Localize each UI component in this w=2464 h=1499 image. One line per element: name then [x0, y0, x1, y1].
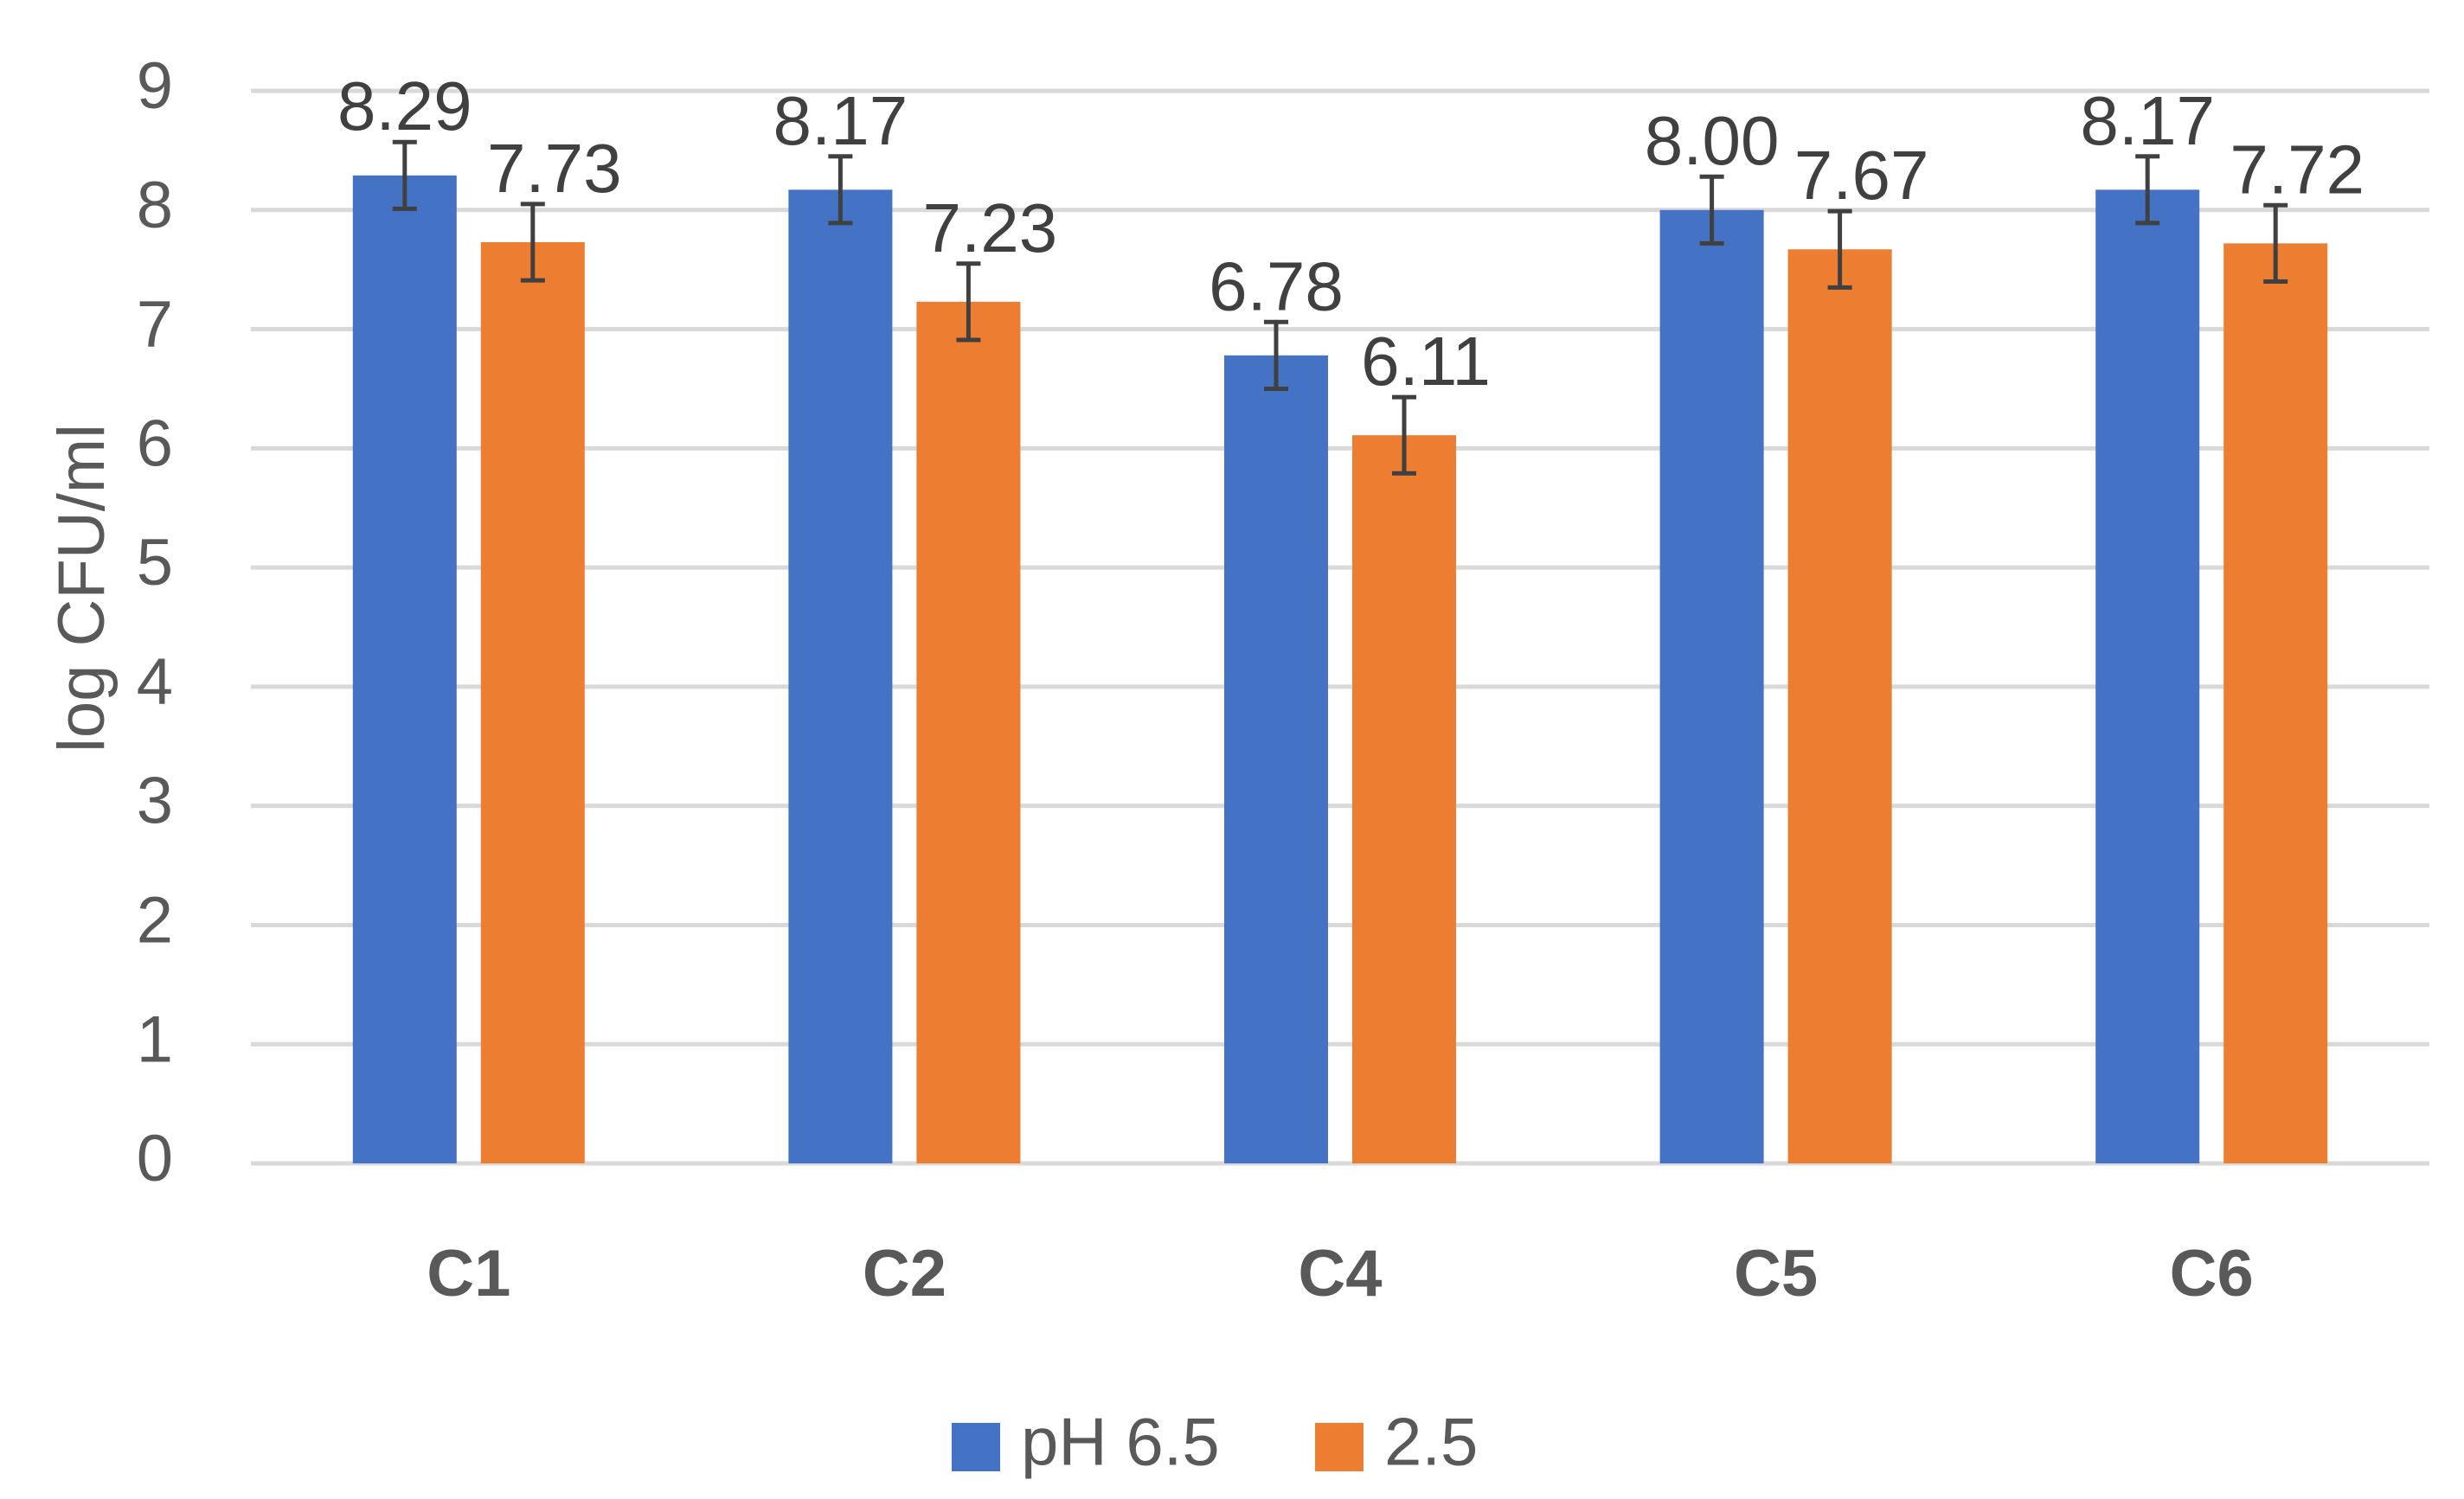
y-tick-label: 9 [137, 49, 173, 123]
error-bar [1264, 319, 1288, 391]
error-bar [828, 154, 853, 226]
bars [352, 175, 2328, 1164]
y-axis-label: log CFU/ml [45, 424, 119, 753]
bar-2.5-c4 [1352, 435, 1456, 1164]
legend-swatch [1315, 1423, 1364, 1471]
data-label: 8.17 [2080, 82, 2215, 159]
legend-item: 2.5 [1315, 1404, 1478, 1480]
legend-swatch [952, 1423, 1000, 1471]
y-tick-label: 5 [137, 526, 173, 599]
data-label: 8.17 [773, 82, 908, 159]
bar-ph-6.5-c2 [788, 189, 893, 1163]
error-bar [392, 139, 417, 211]
data-label: 6.78 [1209, 247, 1344, 324]
data-label: 6.11 [1361, 323, 1491, 400]
legend: pH 6.5 2.5 [952, 1404, 1478, 1480]
gridlines [251, 88, 2429, 1166]
bar-2.5-c2 [916, 301, 1021, 1163]
legend-item: pH 6.5 [952, 1404, 1220, 1480]
data-label: 8.29 [337, 67, 472, 144]
legend-label: 2.5 [1384, 1404, 1478, 1480]
y-tick-label: 3 [137, 765, 173, 838]
error-bar [2263, 202, 2288, 284]
bar-ph-6.5-c4 [1224, 355, 1328, 1163]
legend-label: pH 6.5 [1021, 1404, 1220, 1480]
data-label: 7.73 [487, 130, 622, 207]
data-label: 7.23 [923, 189, 1058, 266]
data-labels: 8.297.738.177.236.786.118.00 7.678.177.72 [337, 67, 2365, 400]
error-bar [1827, 208, 1852, 290]
data-label: 8.00 [1645, 102, 1780, 179]
y-tick-label: 0 [137, 1122, 173, 1195]
bar-2.5-c5 [1787, 249, 1892, 1164]
y-axis-ticks: 0 1 2 3 4 5 6 7 8 9 [137, 49, 173, 1195]
error-bar [1699, 174, 1724, 246]
error-bar [520, 202, 545, 283]
y-tick-label: 6 [137, 407, 173, 480]
y-tick-label: 1 [137, 1003, 173, 1076]
bar-ph-6.5-c1 [352, 175, 457, 1163]
y-tick-label: 4 [137, 645, 173, 719]
x-category-label: C6 [2170, 1237, 2254, 1310]
x-axis-categories: C1 C2 C4 C5 C6 [427, 1237, 2254, 1310]
bar-ph-6.5-c6 [2095, 189, 2200, 1163]
y-tick-label: 7 [137, 288, 173, 362]
x-category-label: C5 [1734, 1237, 1818, 1310]
data-label: 7.67 [1794, 137, 1929, 214]
error-bar [1392, 394, 1416, 476]
x-category-label: C1 [427, 1237, 510, 1310]
x-category-label: C2 [863, 1237, 946, 1310]
bar-2.5-c6 [2223, 243, 2328, 1163]
data-label: 7.72 [2230, 131, 2365, 208]
y-tick-label: 2 [137, 884, 173, 958]
error-bars [392, 139, 2288, 476]
error-bar [2135, 154, 2160, 226]
error-bar [956, 261, 981, 343]
bar-2.5-c1 [480, 241, 585, 1163]
x-category-label: C4 [1298, 1237, 1382, 1310]
y-tick-label: 8 [137, 169, 173, 242]
bar-ph-6.5-c5 [1659, 209, 1764, 1163]
